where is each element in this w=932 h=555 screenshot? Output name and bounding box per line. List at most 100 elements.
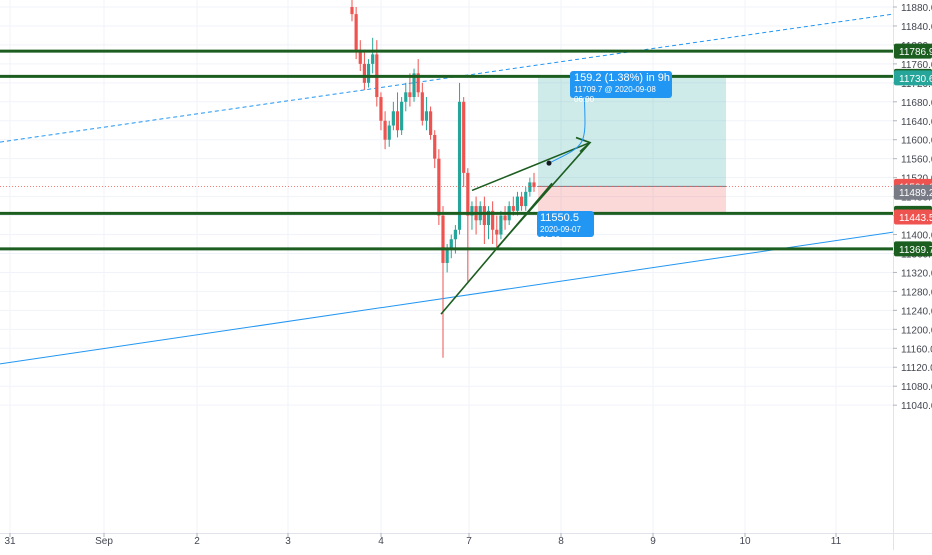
projection-end-detail: 11709.7 @ 2020-09-08 06:00 [574, 85, 656, 104]
candle-body [408, 92, 412, 98]
candle-body [428, 111, 433, 135]
price-tag-bg [894, 70, 932, 86]
x-tick-label: 7 [466, 536, 472, 547]
projection-start-dot [546, 160, 552, 166]
x-tick-label: 3 [285, 536, 291, 547]
candle-body [362, 63, 367, 83]
candle-body [486, 210, 491, 226]
y-tick-label: 11080.0 [901, 382, 932, 393]
candles [350, 0, 536, 358]
candle-body [437, 158, 441, 216]
rising-trend-line [0, 231, 894, 365]
y-tick-label: 11560.0 [901, 155, 932, 166]
y-tick-label: 11240.0 [901, 306, 932, 317]
price-tag: 11730.6 [899, 74, 932, 85]
candle-body [519, 196, 524, 207]
y-tick-label: 11040.0 [901, 401, 932, 412]
candle-body [445, 248, 449, 263]
y-tick-label: 11280.0 [901, 287, 932, 298]
x-tick-label: 2 [194, 536, 200, 547]
level-price-tag: 11369.7 [899, 245, 932, 256]
projection-summary: 159.2 (1.38%) in 9h [574, 72, 671, 84]
horizontal-levels[interactable] [0, 49, 893, 251]
y-tick-label: 11760.0 [901, 60, 932, 71]
x-tick-label: 10 [739, 536, 751, 547]
projection-curve [548, 87, 586, 164]
candle-body [511, 206, 515, 211]
y-tick-label: 11120.0 [901, 363, 932, 374]
level-price-tag: 11786.9 [899, 47, 932, 58]
candle-body [366, 63, 371, 83]
x-tick-label: 8 [558, 536, 564, 547]
candle-body [354, 14, 358, 50]
dashed-trend-line [0, 13, 894, 143]
trend-lines [0, 13, 894, 365]
candle-body [495, 229, 499, 235]
projection-start-time: 2020-09-07 21:00 [540, 225, 581, 244]
candle-body [470, 206, 474, 216]
y-tick-label: 11600.0 [901, 136, 932, 147]
wedge-line [471, 141, 591, 192]
x-tick-label: 9 [650, 536, 656, 547]
y-tick-label: 11320.0 [901, 268, 932, 279]
candle-body [358, 49, 362, 64]
y-tick-label: 11160.0 [901, 344, 932, 355]
candle-body [404, 92, 408, 102]
candle-body [491, 210, 495, 230]
candle-body [503, 215, 507, 221]
projection-start-callout: 11550.5 2020-09-07 21:00 [537, 211, 594, 244]
wedge-line [496, 142, 591, 249]
candle-body [499, 215, 503, 235]
level-price-tag-bg [894, 241, 932, 257]
x-tick-label: Sep [95, 536, 113, 547]
rising-wedge-drawing[interactable] [440, 136, 592, 315]
candle-body [424, 111, 429, 121]
grid [0, 0, 893, 533]
price-tags: 11786.911733.611444.511369.711730.611501… [894, 43, 932, 257]
y-tick-label: 11200.0 [901, 325, 932, 336]
candle-body [395, 111, 400, 131]
candle-body [350, 7, 354, 15]
candle-body [416, 73, 420, 93]
candle-body [466, 172, 470, 216]
wedge-line [440, 182, 553, 315]
x-tick-label: 4 [378, 536, 384, 547]
candle-body [457, 101, 462, 230]
projection-summary-callout: 159.2 (1.38%) in 9h 11709.7 @ 2020-09-08… [570, 71, 672, 104]
stop-zone [538, 186, 726, 214]
candle-body [379, 97, 383, 121]
y-tick-label: 11880.0 [901, 3, 932, 14]
candle-body [391, 111, 395, 126]
x-tick-label: 31 [4, 536, 16, 547]
candle-body [449, 239, 453, 249]
price-tag-bg [894, 184, 932, 200]
y-tick-label: 11400.0 [901, 231, 932, 242]
candle-body [371, 54, 375, 64]
candle-body [441, 215, 445, 263]
y-tick-label: 11640.0 [901, 117, 932, 128]
candle-body [524, 191, 528, 207]
candle-body [528, 182, 532, 192]
candle-body [462, 101, 466, 173]
level-price-tag-bg [894, 43, 932, 59]
projection-start-value: 11550.5 [540, 212, 579, 224]
candle-body [420, 92, 424, 121]
candle-body [400, 101, 404, 131]
y-tick-label: 11840.0 [901, 22, 932, 33]
price-tag: 11443.5 [899, 213, 932, 224]
candle-body [453, 229, 458, 240]
candle-body [383, 120, 387, 140]
candle-body [387, 125, 391, 140]
x-tick-label: 11 [831, 536, 842, 547]
candle-body [515, 196, 520, 211]
candle-body [532, 182, 536, 188]
y-tick-label: 11680.0 [901, 98, 932, 109]
price-tag-bg [894, 209, 932, 225]
price-tag: 11489.2 [899, 188, 932, 199]
candle-body [482, 206, 486, 226]
wedge-arrowhead [575, 136, 592, 153]
candle-body [433, 134, 437, 159]
candle-body [412, 73, 416, 98]
